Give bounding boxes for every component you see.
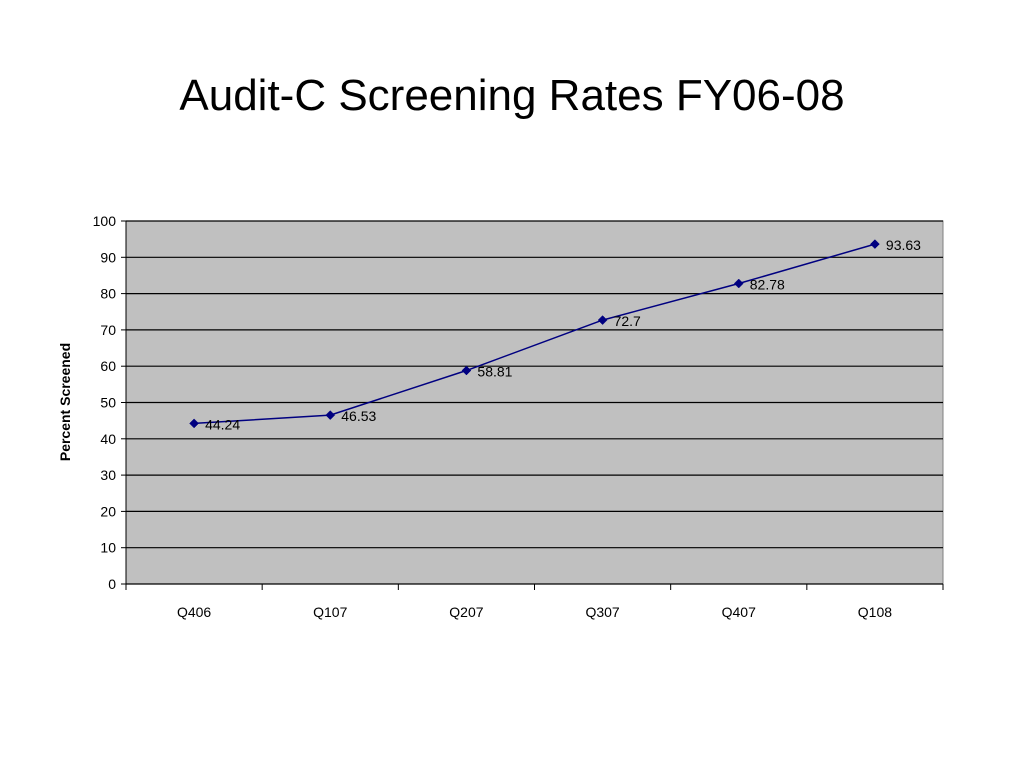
data-point-marker	[461, 365, 472, 376]
data-point-marker	[189, 418, 199, 429]
data-point-marker	[870, 239, 880, 249]
y-tick-label: 40	[100, 431, 116, 447]
x-tick-label: Q108	[858, 604, 892, 620]
x-tick-label: Q107	[313, 604, 347, 620]
x-tick-label: Q207	[449, 604, 483, 620]
y-tick-label: 50	[100, 395, 116, 411]
data-label: 46.53	[341, 408, 376, 424]
data-point-marker	[733, 278, 744, 289]
y-tick-label: 0	[108, 576, 116, 592]
y-tick-label: 70	[100, 322, 116, 338]
y-axis: 0 10 20 30 40 50 60 70 80 90 100	[93, 213, 127, 592]
x-axis: Q406 Q107 Q207 Q307 Q407 Q108	[125, 583, 944, 620]
y-tick-label: 60	[100, 358, 116, 374]
y-tick-label: 80	[100, 286, 116, 302]
data-label: 82.78	[750, 277, 785, 293]
y-tick-label: 30	[100, 467, 116, 483]
data-label: 44.24	[205, 416, 240, 432]
x-tick-label: Q407	[722, 604, 756, 620]
data-label: 72.7	[614, 313, 641, 329]
grid-lines	[126, 220, 943, 549]
y-tick-label: 90	[100, 249, 116, 265]
y-axis-title: Percent Screened	[57, 343, 73, 461]
data-label: 93.63	[886, 237, 921, 253]
x-tick-label: Q307	[585, 604, 619, 620]
data-point-marker	[597, 315, 608, 325]
data-point-marker	[325, 410, 336, 420]
x-tick-label: Q406	[177, 604, 211, 620]
y-tick-label: 20	[100, 503, 116, 519]
y-tick-label: 10	[100, 540, 116, 556]
series-line	[194, 243, 876, 425]
page-title: Audit-C Screening Rates FY06-08	[179, 71, 845, 120]
data-series: 44.24 46.53 58.81 72.7 82.78 93.63	[189, 237, 921, 432]
data-label: 58.81	[477, 364, 512, 380]
y-tick-label: 100	[93, 213, 117, 229]
